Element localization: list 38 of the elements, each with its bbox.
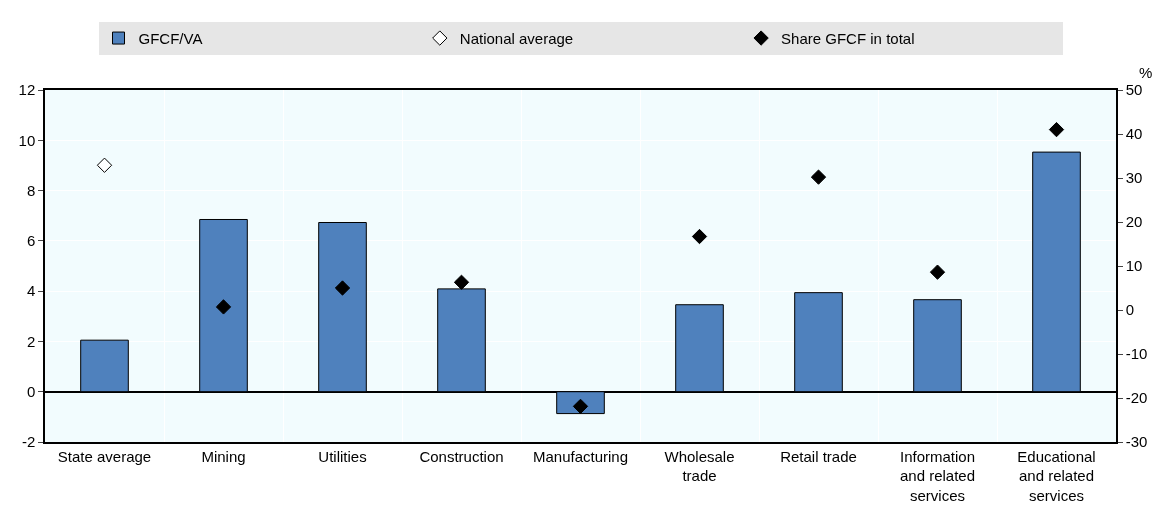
y-tick-label: 12 [18, 81, 36, 99]
x-tick-label: Mining [201, 447, 246, 465]
y2-tick-label: -20 [1125, 389, 1148, 407]
point [453, 274, 470, 290]
y-tick-label: 10 [18, 131, 36, 149]
y-tick-label: 8 [26, 181, 36, 199]
point [215, 299, 232, 315]
x-tick-label: Manufacturing [532, 447, 629, 465]
y2-tick-label: 30 [1125, 169, 1143, 187]
x-tick-label: Wholesale trade [664, 447, 735, 485]
x-tick-label: Educational and related services [1017, 447, 1096, 504]
y2-tick-label: 50 [1125, 81, 1143, 99]
point [96, 157, 113, 173]
y2-tick-label: -30 [1125, 433, 1148, 451]
y2-tick-label: -10 [1125, 345, 1148, 363]
y2-tick-label: 0 [1125, 301, 1135, 319]
point [1048, 121, 1065, 138]
y-tick-label: 0 [26, 382, 36, 400]
y-tick-label: 2 [26, 332, 36, 350]
x-tick-label: Utilities [318, 447, 367, 465]
x-tick-label: Retail trade [780, 447, 857, 465]
x-tick-label: State average [57, 447, 152, 465]
point [810, 169, 827, 185]
y-tick-label: 6 [26, 232, 36, 250]
x-tick-label: Construction [419, 447, 504, 465]
x-tick-label: Information and related services [899, 447, 976, 504]
legend-label: GFCF/VA [138, 29, 203, 47]
point [691, 228, 708, 245]
point [929, 264, 946, 280]
legend-label: Share GFCF in total [781, 29, 915, 47]
y2-axis-title: % [1139, 64, 1153, 81]
point [334, 280, 351, 296]
y-tick-label: -2 [21, 433, 36, 451]
y2-tick-label: 40 [1125, 125, 1143, 143]
legend-label: National average [459, 29, 574, 47]
y2-tick-label: 20 [1125, 213, 1143, 231]
y2-tick-label: 10 [1125, 257, 1143, 275]
y-tick-label: 4 [26, 282, 36, 300]
